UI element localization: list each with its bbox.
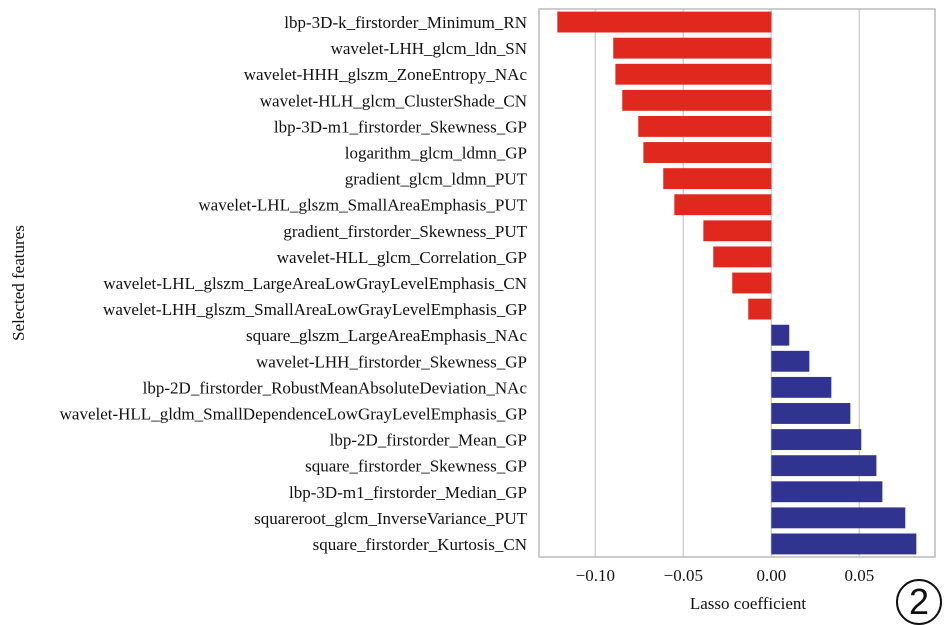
bar (771, 350, 810, 372)
y-tick-label: lbp-2D_firstorder_Mean_GP (330, 431, 527, 450)
plot-frame (538, 8, 936, 558)
bar (771, 324, 790, 346)
y-tick-label: gradient_firstorder_Skewness_PUT (283, 222, 527, 241)
bar (771, 403, 851, 424)
bar (674, 194, 772, 216)
y-tick-label: square_firstorder_Kurtosis_CN (313, 535, 527, 554)
x-tick-label: −0.05 (664, 566, 703, 585)
y-tick-label: wavelet-LHH_glszm_SmallAreaLowGrayLevelE… (103, 300, 527, 319)
bar (643, 142, 772, 163)
y-tick-label: wavelet-HLL_glcm_Correlation_GP (277, 248, 527, 267)
y-tick-label: wavelet-HLH_glcm_ClusterShade_CN (260, 91, 527, 110)
y-tick-label: lbp-3D-m1_firstorder_Median_GP (289, 483, 527, 502)
bar (615, 63, 772, 85)
bar (771, 507, 906, 529)
y-axis-label: Selected features (9, 225, 28, 341)
x-tick-label: 0.00 (756, 566, 786, 585)
bar (638, 115, 772, 137)
bar (771, 533, 917, 555)
y-tick-label: wavelet-LHL_glszm_SmallAreaEmphasis_PUT (198, 196, 527, 215)
bar (748, 298, 772, 320)
y-tick-label: gradient_glcm_ldmn_PUT (345, 170, 528, 189)
bar (622, 89, 772, 111)
y-tick-label: lbp-2D_firstorder_RobustMeanAbsoluteDevi… (143, 378, 528, 397)
bar (732, 272, 772, 294)
bar (713, 246, 772, 268)
panel-number-badge: 2 (896, 579, 942, 625)
x-tick-label: 0.05 (844, 566, 874, 585)
y-tick-label: wavelet-LHH_glcm_ldn_SN (331, 39, 527, 58)
bar (703, 220, 772, 242)
bar (771, 429, 862, 451)
bar (663, 168, 772, 190)
bar (557, 11, 772, 33)
y-tick-label: wavelet-LHH_firstorder_Skewness_GP (256, 352, 527, 371)
bar (771, 376, 832, 398)
bar (613, 37, 772, 59)
y-tick-label: lbp-3D-k_firstorder_Minimum_RN (284, 13, 527, 32)
y-tick-label: wavelet-LHL_glszm_LargeAreaLowGrayLevelE… (103, 274, 527, 293)
x-tick-label: −0.10 (576, 566, 615, 585)
y-tick-label: square_glszm_LargeAreaEmphasis_NAc (246, 326, 527, 345)
y-tick-label: lbp-3D-m1_firstorder_Skewness_GP (274, 117, 527, 136)
y-tick-label: logarithm_glcm_ldmn_GP (345, 144, 527, 163)
y-tick-label: square_firstorder_Skewness_GP (305, 457, 527, 476)
bar (771, 481, 883, 503)
y-tick-label: wavelet-HLL_gldm_SmallDependenceLowGrayL… (60, 404, 527, 423)
y-tick-label: wavelet-HHH_glszm_ZoneEntropy_NAc (244, 65, 528, 84)
y-tick-label: squareroot_glcm_InverseVariance_PUT (254, 509, 527, 528)
x-axis-label: Lasso coefficient (690, 594, 807, 613)
bar (771, 455, 877, 477)
